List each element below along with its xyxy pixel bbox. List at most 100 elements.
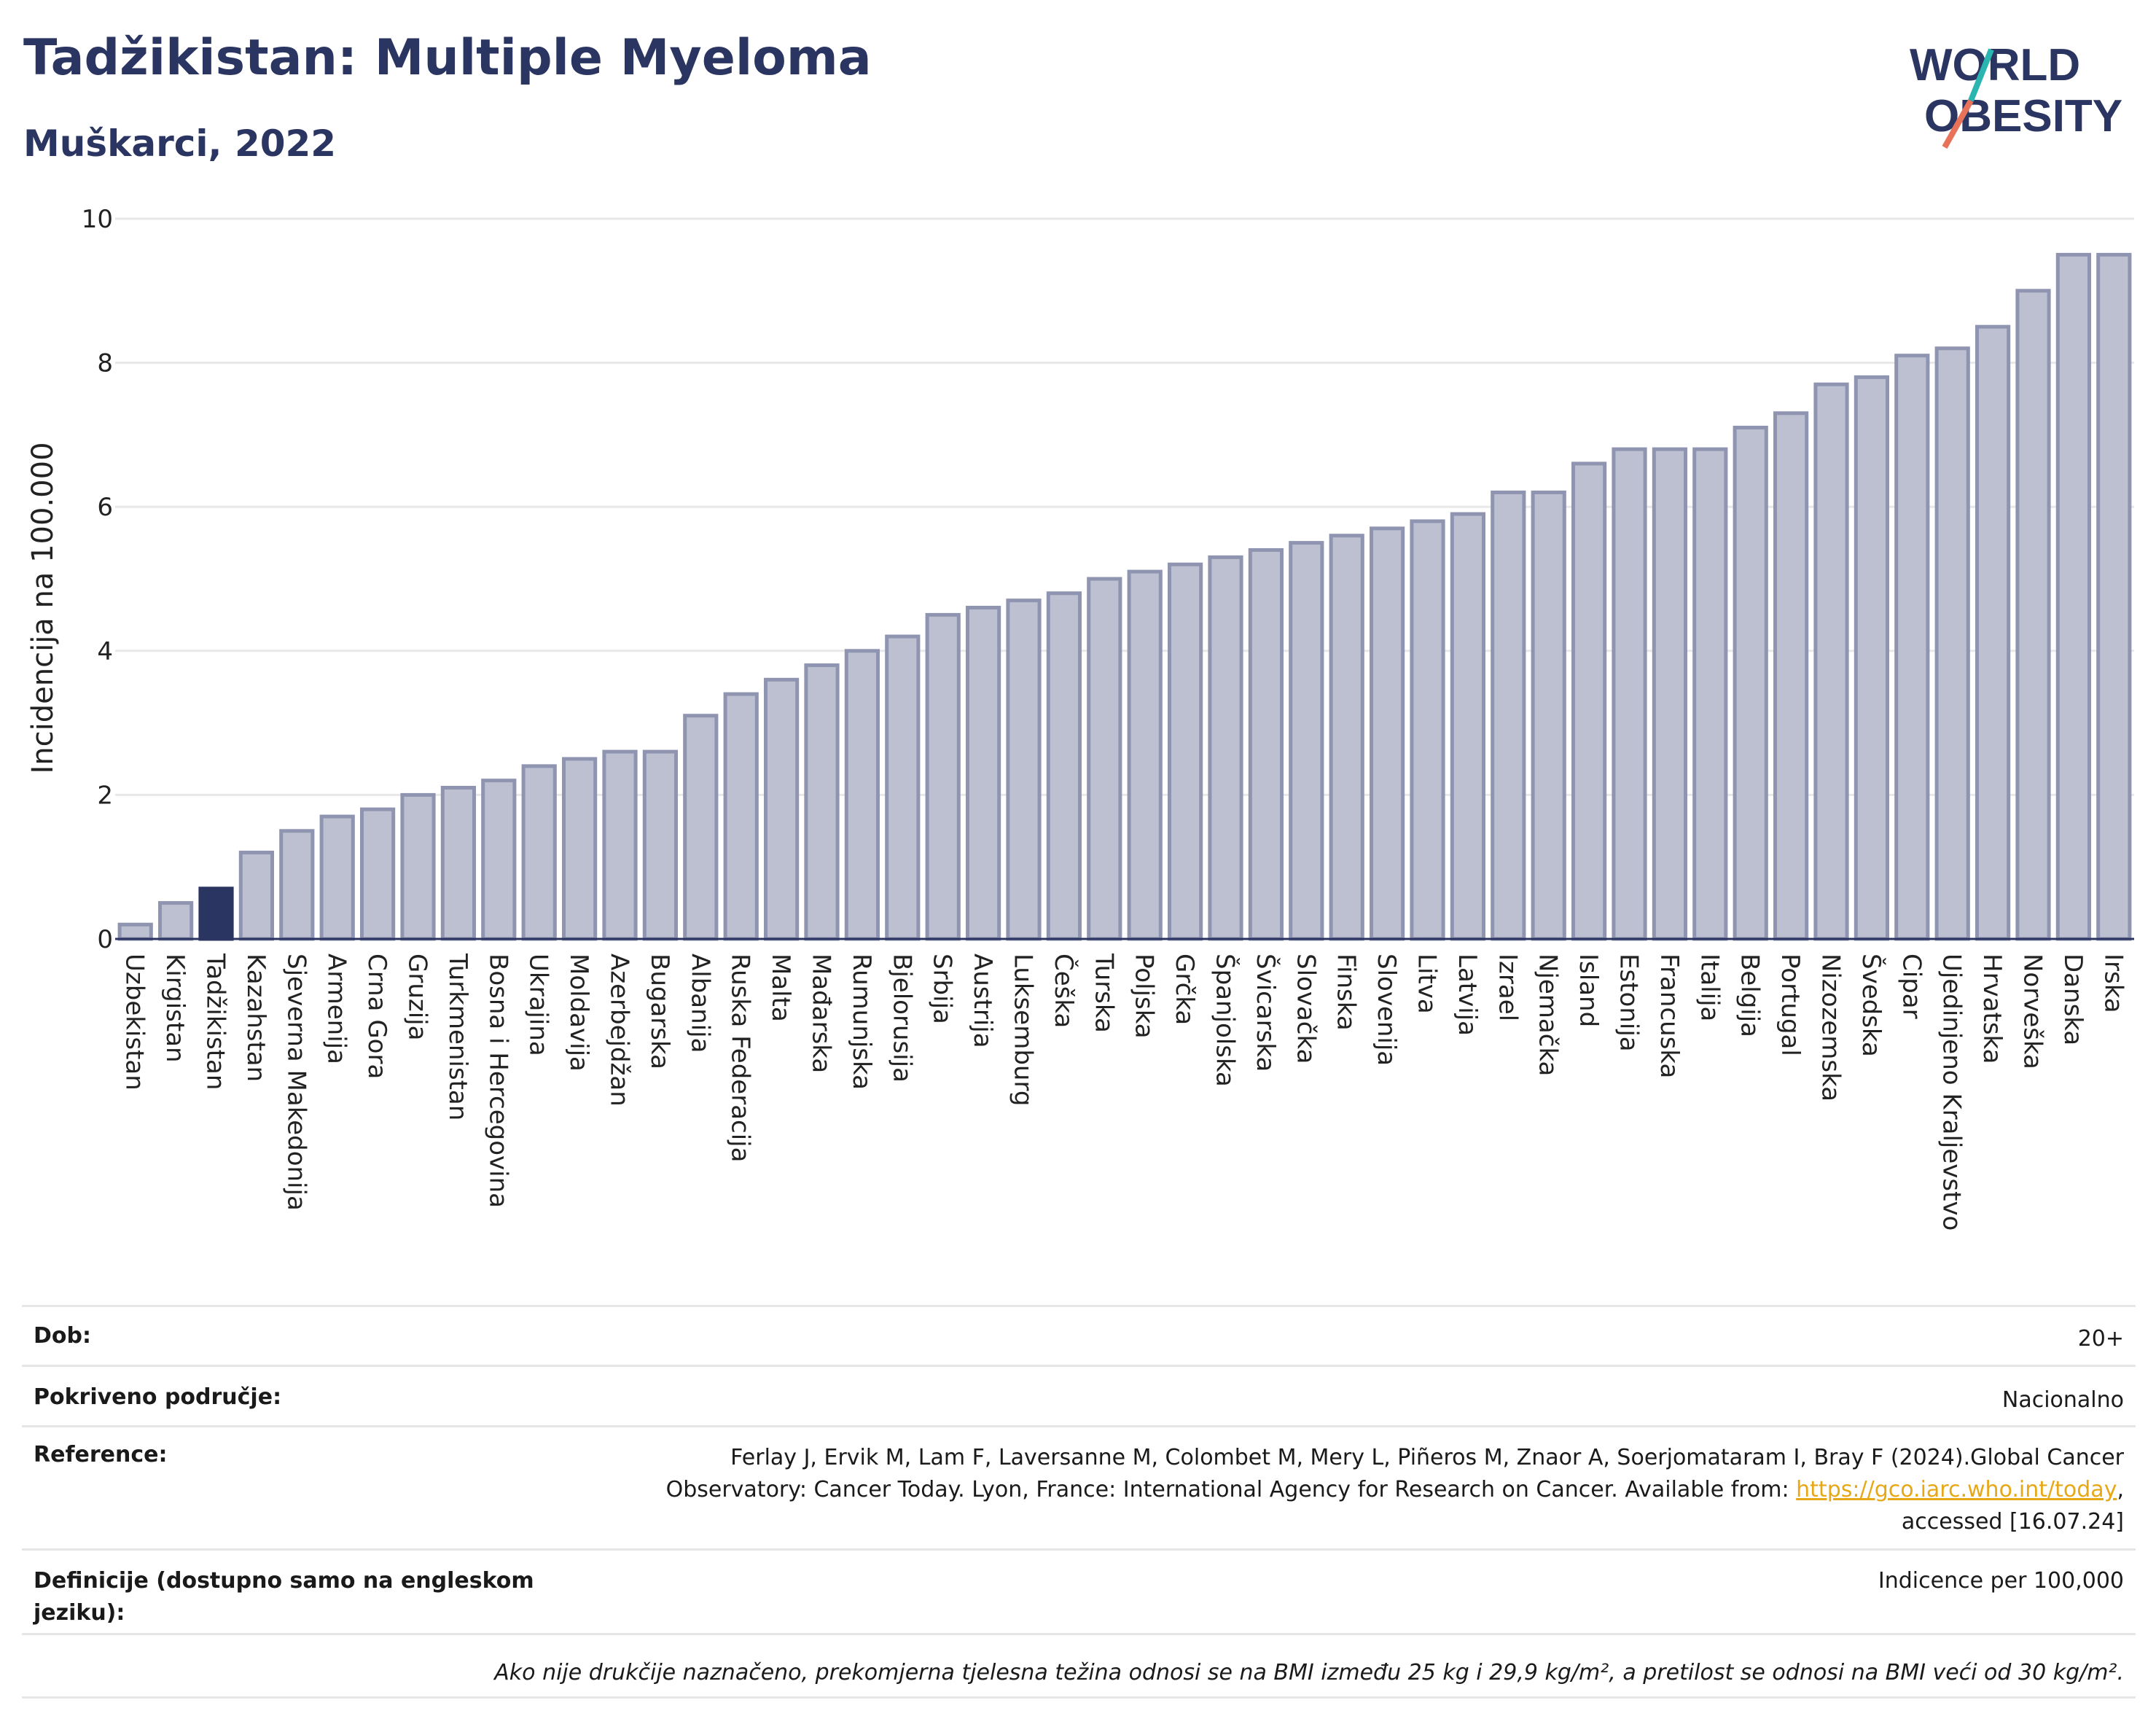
x-tick-label: Irska <box>2098 954 2128 1013</box>
y-tick-label: 0 <box>97 925 113 954</box>
bar-mađarska <box>804 663 840 941</box>
x-tick-label: Turkmenistan <box>443 953 472 1120</box>
bar-slovačka <box>1289 541 1324 941</box>
bar-njemačka <box>1531 490 1566 941</box>
x-tick-label: Belgija <box>1735 954 1765 1037</box>
bar-norveška <box>2015 289 2051 941</box>
bar-armenija <box>319 814 355 941</box>
page-title: Tadžikistan: Multiple Myeloma <box>23 29 872 87</box>
bar-litva <box>1410 519 1445 941</box>
x-tick-label: Nizozemska <box>1816 954 1846 1102</box>
x-tick-label: Estonija <box>1614 954 1644 1052</box>
x-tick-label: Cipar <box>1897 954 1926 1019</box>
x-tick-label: Norveška <box>2018 954 2047 1069</box>
x-tick-label: Danska <box>2058 954 2087 1045</box>
logo-slash-lower <box>1942 99 1974 149</box>
reference-link[interactable]: https://gco.iarc.who.int/today <box>1796 1477 2117 1502</box>
x-tick-label: Kirgistan <box>160 954 190 1063</box>
x-tick-label: Švicarska <box>1251 954 1281 1072</box>
x-tick-label: Bugarska <box>645 954 674 1069</box>
bar-rumunjska <box>844 649 880 941</box>
bar-slovenija <box>1369 526 1405 941</box>
logo-line2: OBESITY <box>1924 91 2122 141</box>
bar-ukrajina <box>521 764 557 941</box>
bar-bjelorusija <box>885 634 921 941</box>
x-tick-label: Island <box>1574 954 1603 1027</box>
bar-bugarska <box>642 749 679 941</box>
x-tick-label: Azerbejdžan <box>605 954 634 1107</box>
bar-švedska <box>1854 375 1890 941</box>
reference-label: Reference: <box>34 1442 168 1467</box>
x-tick-label: Slovenija <box>1372 954 1401 1066</box>
reference-text-part1: Ferlay J, Ervik M, Lam F, Laversanne M, … <box>665 1445 2124 1502</box>
bar-crna-gora <box>359 807 396 941</box>
x-tick-label: Mađarska <box>807 954 836 1073</box>
x-tick-label: Kazahstan <box>241 954 270 1082</box>
x-tick-label: Švedska <box>1856 954 1886 1057</box>
x-tick-label: Litva <box>1413 954 1442 1014</box>
bar-turkmenistan <box>440 786 477 941</box>
bar-tadžikistan <box>198 886 234 941</box>
x-tick-label: Moldavija <box>564 954 593 1072</box>
x-tick-label: Bjelorusija <box>887 954 916 1083</box>
bar-austrija <box>965 606 1001 941</box>
bar-cipar <box>1894 354 1930 941</box>
world-obesity-logo: WORLD OBESITY <box>1910 40 2122 149</box>
bar-sjeverna-makedonija <box>279 829 315 941</box>
bar-hrvatska <box>1975 324 2011 941</box>
bar-irska <box>2096 252 2132 941</box>
x-tick-label: Uzbekistan <box>120 954 149 1091</box>
bar-grčka <box>1167 562 1203 941</box>
bar-kazahstan <box>238 850 275 941</box>
logo-line1: WORLD <box>1910 40 2080 90</box>
y-tick-label: 8 <box>97 349 113 378</box>
x-tick-label: Slovačka <box>1291 954 1320 1064</box>
y-tick-label: 6 <box>97 493 113 522</box>
bar-albanija <box>683 714 719 941</box>
page-subtitle: Muškarci, 2022 <box>23 122 337 165</box>
x-tick-label: Finska <box>1332 954 1361 1031</box>
bar-danska <box>2055 252 2092 941</box>
age-row: Dob: 20+ <box>22 1305 2136 1363</box>
bar-francuska <box>1652 447 1688 941</box>
x-tick-label: Francuska <box>1655 954 1684 1078</box>
coverage-row: Pokriveno područje: Nacionalno <box>22 1365 2136 1424</box>
coverage-label: Pokriveno područje: <box>34 1384 282 1410</box>
x-tick-label: Portugal <box>1776 954 1805 1056</box>
reference-text-part2: , accessed [16.07.24] <box>1901 1477 2124 1535</box>
bar-chart: 0 2 4 6 8 10 Incidencija na 100.000 Uzbekistan K… <box>26 205 2134 1231</box>
bar-nizozemska <box>1813 382 1849 941</box>
bar-ujedinjeno-kraljevstvo <box>1934 346 1970 941</box>
bar-portugal <box>1773 411 1809 941</box>
footnote: Ako nije drukčije naznačeno, prekomjerna… <box>22 1633 2136 1699</box>
bar-izrael <box>1491 490 1526 941</box>
x-tick-label: Poljska <box>1130 954 1159 1039</box>
x-tick-label: Ukrajina <box>524 954 553 1056</box>
x-tick-label: Španjolska <box>1211 954 1241 1087</box>
bar-belgija <box>1733 426 1768 941</box>
x-tick-label: Ujedinjeno Kraljevstvo <box>1937 954 1966 1231</box>
x-tick-label: Austrija <box>968 954 997 1048</box>
definitions-label: Definicije (dostupno samo na engleskom j… <box>34 1568 534 1626</box>
x-tick-label: Luksemburg <box>1009 954 1038 1106</box>
bar-island <box>1571 461 1607 941</box>
x-tick-label: Italija <box>1695 954 1724 1021</box>
reference-row: Reference: Ferlay J, Ervik M, Lam F, Lav… <box>22 1425 2136 1548</box>
bar-srbija <box>925 612 961 941</box>
x-tick-label: Rumunjska <box>847 954 876 1090</box>
age-value: 20+ <box>2077 1326 2124 1352</box>
x-tick-label: Gruzija <box>403 954 432 1040</box>
x-tick-label: Grčka <box>1170 954 1199 1025</box>
reference-text: Ferlay J, Ervik M, Lam F, Laversanne M, … <box>608 1442 2124 1548</box>
y-tick-label: 4 <box>97 637 113 666</box>
bar-bosna-i-hercegovina <box>481 779 517 941</box>
y-tick-label: 2 <box>97 781 113 810</box>
bar-luksemburg <box>1006 599 1042 941</box>
x-tick-label: Albanija <box>685 954 714 1053</box>
bar-latvija <box>1450 512 1486 941</box>
bar-švicarska <box>1248 547 1284 941</box>
x-tick-label: Češka <box>1049 954 1079 1028</box>
bar-malta <box>763 677 800 941</box>
bar-finska <box>1329 534 1364 941</box>
coverage-value: Nacionalno <box>2001 1387 2124 1413</box>
